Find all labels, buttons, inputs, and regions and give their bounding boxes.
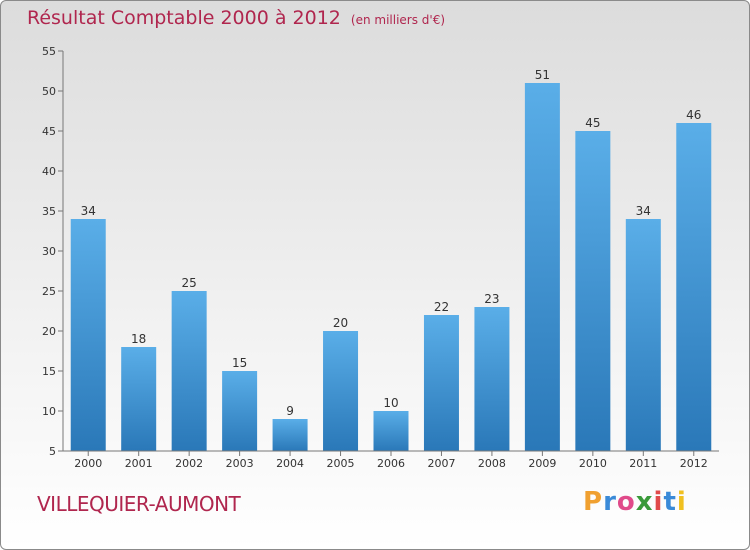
x-tick-label: 2003 (226, 457, 254, 470)
proxiti-logo: Proxiti (583, 487, 687, 517)
city-name: VILLEQUIER-AUMONT (37, 492, 241, 516)
y-tick-label: 20 (42, 325, 56, 338)
y-tick-label: 45 (42, 125, 56, 138)
bar (474, 307, 510, 451)
bar (625, 219, 661, 451)
y-tick-label: 35 (42, 205, 56, 218)
bar-value-label: 20 (333, 316, 348, 330)
bar (121, 347, 157, 451)
x-tick-label: 2010 (579, 457, 607, 470)
logo-letter: r (603, 487, 617, 517)
bar-value-label: 34 (81, 204, 96, 218)
x-tick-label: 2001 (125, 457, 153, 470)
bar-value-label: 22 (434, 300, 449, 314)
bar (423, 315, 459, 451)
y-tick-label: 25 (42, 285, 56, 298)
x-tick-label: 2012 (680, 457, 708, 470)
bar-value-label: 34 (636, 204, 651, 218)
bar-value-label: 25 (182, 276, 197, 290)
x-tick-label: 2011 (629, 457, 657, 470)
logo-letter: i (653, 487, 664, 517)
bar (575, 131, 611, 451)
x-tick-label: 2002 (175, 457, 203, 470)
bar-value-label: 23 (484, 292, 499, 306)
logo-letter: i (676, 487, 687, 517)
y-tick-label: 10 (42, 405, 56, 418)
bar (70, 219, 106, 451)
y-tick-label: 40 (42, 165, 56, 178)
y-tick-label: 55 (42, 45, 56, 58)
x-tick-label: 2006 (377, 457, 405, 470)
x-tick-label: 2005 (327, 457, 355, 470)
y-tick-label: 5 (49, 445, 56, 458)
x-tick-label: 2004 (276, 457, 304, 470)
y-tick-label: 15 (42, 365, 56, 378)
bar-value-label: 46 (686, 108, 701, 122)
bar (323, 331, 359, 451)
chart-title: Résultat Comptable 2000 à 2012 (en millie… (27, 7, 445, 29)
bar-value-label: 15 (232, 356, 247, 370)
bar-value-label: 9 (286, 404, 294, 418)
x-tick-label: 2000 (74, 457, 102, 470)
y-tick-label: 30 (42, 245, 56, 258)
chart-title-text: Résultat Comptable 2000 à 2012 (27, 7, 341, 29)
bar-value-label: 10 (383, 396, 398, 410)
bar (676, 123, 712, 451)
chart-subtitle: (en milliers d'€) (350, 13, 446, 27)
bar (524, 83, 560, 451)
bar-value-label: 18 (131, 332, 146, 346)
x-tick-label: 2008 (478, 457, 506, 470)
bar-value-label: 45 (585, 116, 600, 130)
logo-letter: t (663, 487, 677, 517)
bar (222, 371, 258, 451)
logo-letter: x (635, 487, 654, 517)
x-tick-label: 2007 (427, 457, 455, 470)
bar-value-label: 51 (535, 68, 550, 82)
logo-letter: P (583, 487, 604, 517)
x-tick-label: 2009 (528, 457, 556, 470)
bar (171, 291, 207, 451)
bar (373, 411, 409, 451)
bar (272, 419, 308, 451)
logo-letter: o (616, 487, 636, 517)
y-tick-label: 50 (42, 85, 56, 98)
